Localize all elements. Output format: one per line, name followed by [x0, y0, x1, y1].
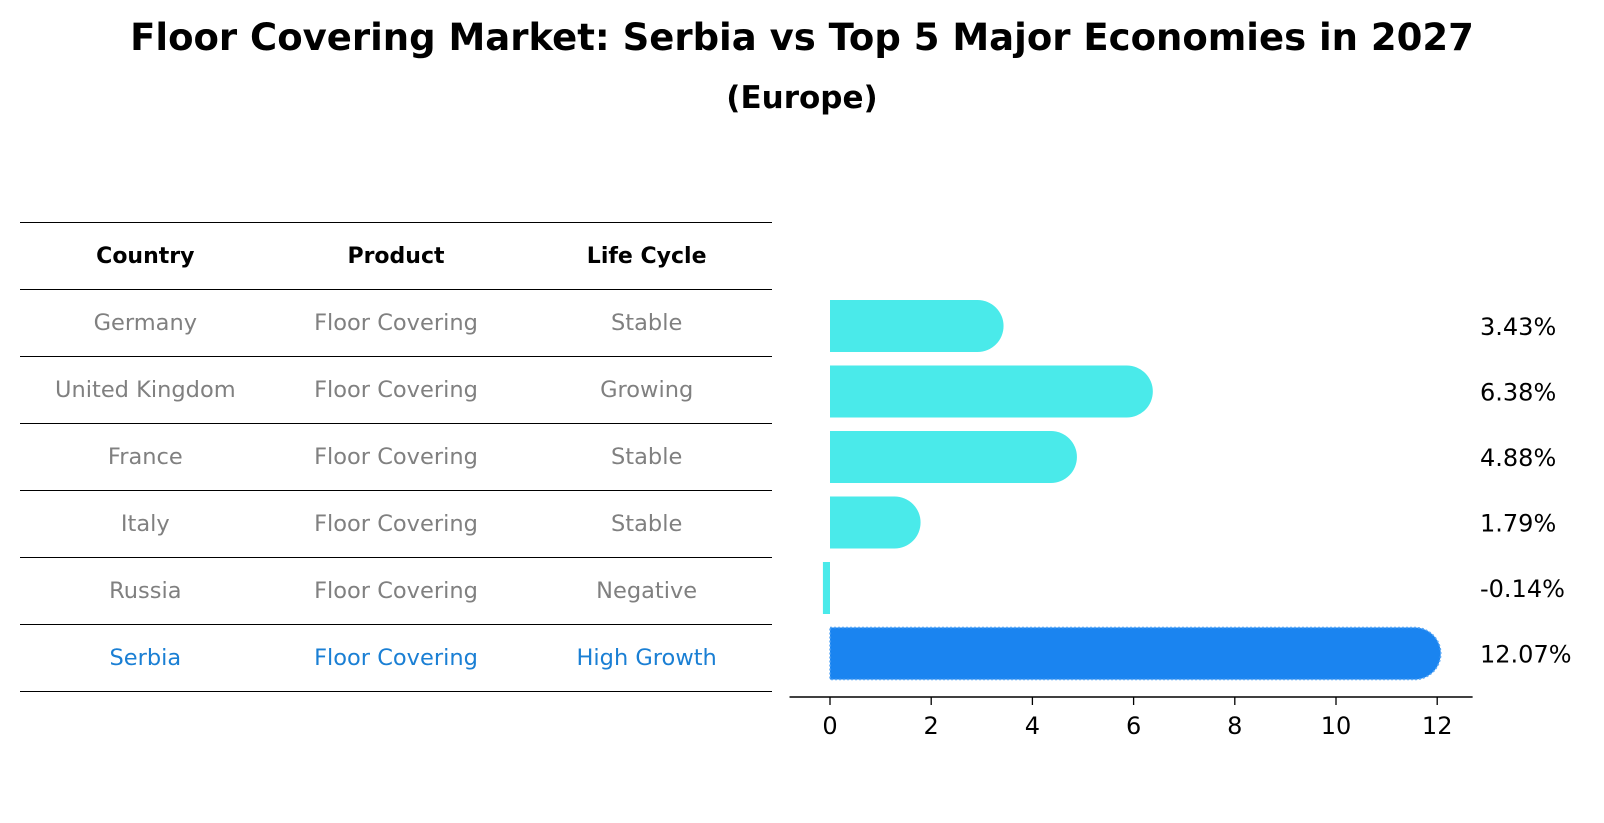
cell-country: United Kingdom	[20, 356, 271, 424]
cell-life-cycle: High Growth	[521, 624, 772, 692]
x-tick-label: 2	[924, 712, 939, 740]
table-row: France Floor Covering Stable	[20, 423, 772, 491]
bar	[830, 431, 1077, 483]
cell-product: Floor Covering	[270, 490, 522, 558]
bar-value-label: 6.38%	[1480, 379, 1556, 407]
cell-life-cycle: Negative	[521, 557, 772, 625]
cell-country: Serbia	[20, 624, 271, 692]
bar-value-label: -0.14%	[1480, 575, 1565, 603]
bar	[830, 300, 1004, 352]
cell-life-cycle: Stable	[521, 490, 772, 558]
chart-subtitle: (Europe)	[726, 80, 878, 116]
cell-product: Floor Covering	[270, 356, 522, 424]
cell-country: Germany	[20, 289, 271, 357]
x-tick-label: 0	[822, 712, 837, 740]
table-row: Russia Floor Covering Negative	[20, 557, 772, 625]
cell-life-cycle: Stable	[521, 289, 772, 357]
bar-value-label: 3.43%	[1480, 313, 1556, 341]
header-country: Country	[20, 222, 271, 290]
table-row: Italy Floor Covering Stable	[20, 490, 772, 558]
table-row: Germany Floor Covering Stable	[20, 289, 772, 357]
cell-country: France	[20, 423, 271, 491]
table-row-highlight: Serbia Floor Covering High Growth	[20, 624, 772, 692]
cell-product: Floor Covering	[270, 624, 522, 692]
cell-life-cycle: Stable	[521, 423, 772, 491]
comparison-table-wrap: Country Product Life Cycle Germany Floor…	[20, 222, 772, 692]
x-tick-label: 6	[1126, 712, 1141, 740]
cell-product: Floor Covering	[270, 289, 522, 357]
cell-country: Russia	[20, 557, 271, 625]
x-tick-label: 8	[1227, 712, 1242, 740]
x-tick-label: 10	[1321, 712, 1352, 740]
bar	[822, 562, 830, 614]
bar-value-label: 12.07%	[1480, 641, 1572, 669]
comparison-table: Country Product Life Cycle Germany Floor…	[20, 222, 772, 692]
chart-title: Floor Covering Market: Serbia vs Top 5 M…	[130, 16, 1474, 59]
header-life-cycle: Life Cycle	[521, 222, 772, 290]
table-row: United Kingdom Floor Covering Growing	[20, 356, 772, 424]
cell-country: Italy	[20, 490, 271, 558]
cell-product: Floor Covering	[270, 557, 522, 625]
bar-value-label: 1.79%	[1480, 510, 1556, 538]
bar	[830, 496, 921, 549]
header-product: Product	[270, 222, 522, 290]
x-tick-label: 12	[1422, 712, 1453, 740]
bar-value-label: 4.88%	[1480, 444, 1556, 472]
cell-product: Floor Covering	[270, 423, 522, 491]
bar	[830, 365, 1153, 418]
table-header-row: Country Product Life Cycle	[20, 222, 772, 290]
bar	[829, 626, 1442, 681]
x-tick-label: 4	[1025, 712, 1040, 740]
